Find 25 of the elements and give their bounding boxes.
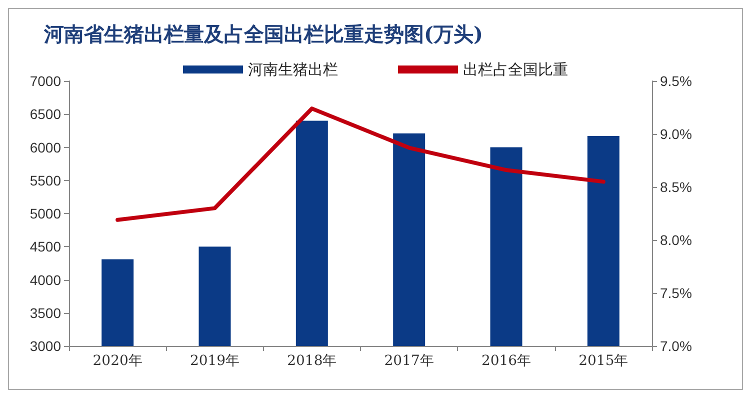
legend-label: 出栏占全国比重 (463, 60, 568, 78)
x-tick-label: 2017年 (384, 353, 434, 369)
x-tick-label: 2016年 (481, 353, 532, 369)
line-series (116, 106, 606, 222)
y2-tick-label: 7.0% (660, 338, 692, 354)
y-tick-label: 5000 (30, 206, 62, 222)
y-tick-label: 7000 (30, 73, 62, 89)
x-tick-label: 2019年 (190, 353, 240, 369)
y2-tick-label: 9.5% (660, 73, 692, 89)
x-tick-label: 2015年 (578, 353, 628, 369)
x-tick-label: 2020年 (92, 353, 142, 369)
legend-label: 河南生猪出栏 (248, 60, 338, 78)
y-tick-label: 5500 (30, 172, 62, 188)
y2-tick-label: 8.5% (660, 179, 692, 195)
y-tick-label: 6000 (30, 139, 62, 156)
y-tick-label: 4000 (30, 272, 62, 288)
x-tick-label: 2018年 (287, 353, 337, 369)
y2-tick-label: 7.5% (660, 285, 692, 301)
y-tick-label: 6500 (30, 106, 62, 122)
y-tick-label: 3500 (30, 304, 62, 321)
y2-tick-label: 8.0% (660, 232, 692, 248)
y2-tick-label: 9.0% (660, 126, 692, 142)
y-tick-label: 4500 (30, 238, 62, 255)
y-tick-label: 3000 (30, 338, 62, 354)
chart-title: 河南省生猪出栏量及占全国出栏比重走势图(万头) (43, 22, 483, 46)
